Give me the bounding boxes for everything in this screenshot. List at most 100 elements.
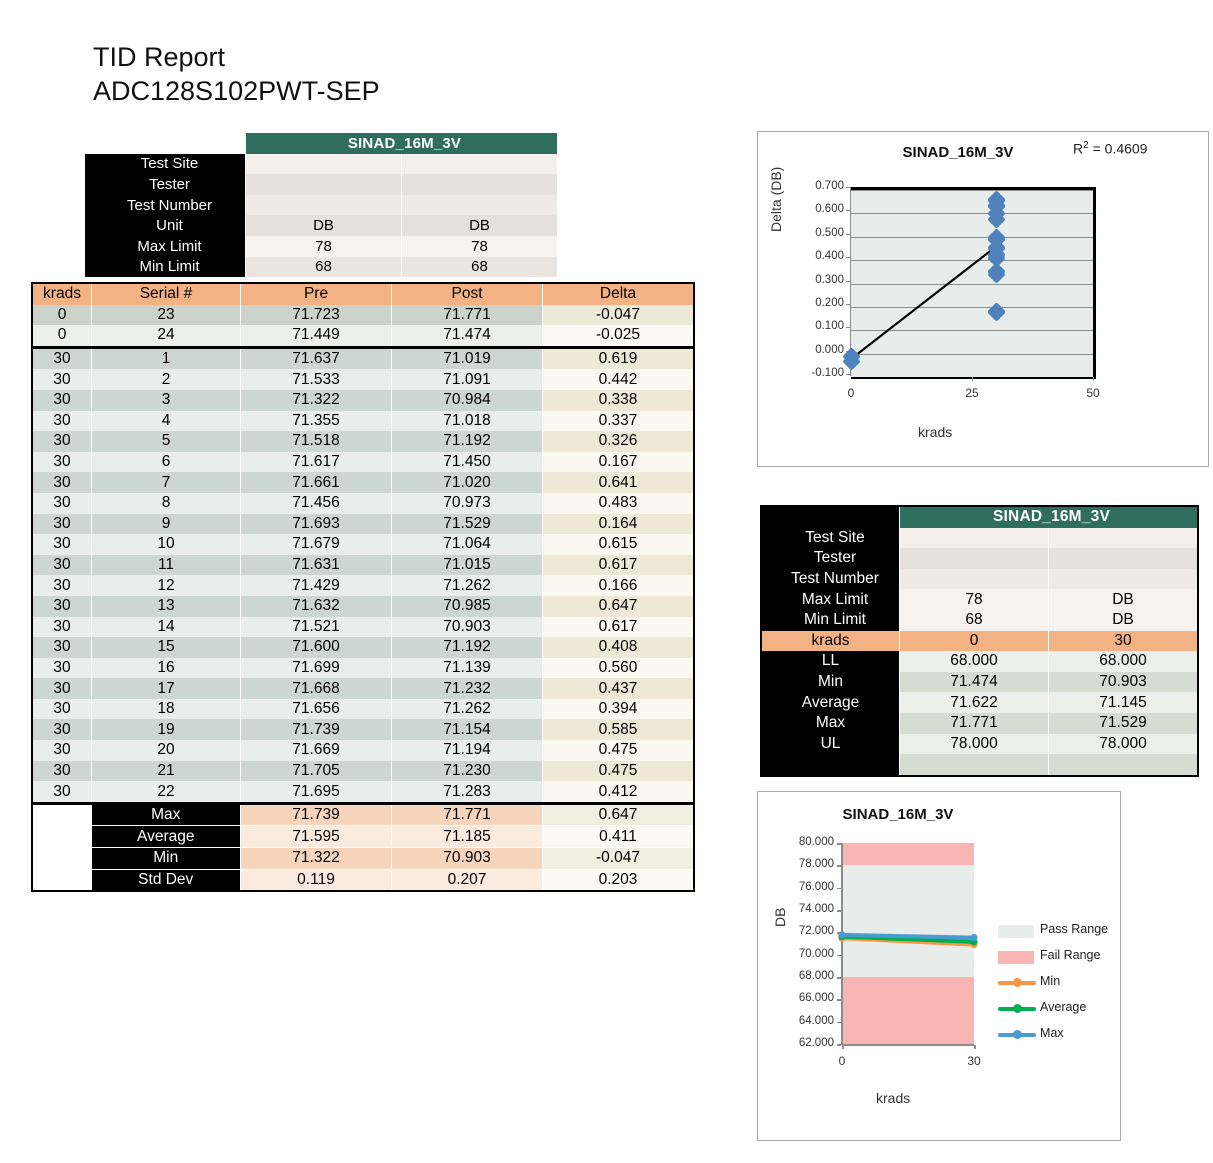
summary-label: Average [91, 825, 241, 848]
cell-serial: 17 [91, 678, 241, 699]
meta-value [245, 153, 402, 175]
title-line-2: ADC128S102PWT-SEP [93, 76, 380, 106]
range-y-axis-line [841, 843, 843, 1045]
cell-serial: 23 [91, 304, 241, 326]
stat-label [761, 754, 900, 776]
stat-value-0krads: 71.474 [899, 671, 1049, 693]
summary-pre: 0.119 [240, 868, 392, 892]
cell-serial: 19 [91, 719, 241, 741]
cell-post: 71.019 [391, 345, 543, 370]
summary-value [899, 527, 1049, 549]
scatter-x-axis-title: krads [918, 424, 953, 440]
cell-serial: 1 [91, 345, 241, 370]
cell-post: 71.232 [391, 678, 543, 699]
stat-label: Max [761, 712, 900, 734]
y-tick-label: 64.000 [798, 1014, 834, 1027]
cell-pre: 71.456 [240, 492, 392, 514]
summary-post: 0.207 [391, 868, 543, 892]
cell-serial: 8 [91, 492, 241, 514]
meta-value [401, 153, 558, 175]
cell-krads: 30 [31, 534, 92, 555]
stat-value-0krads [899, 754, 1049, 776]
legend-marker-icon [1013, 1004, 1022, 1013]
cell-post: 70.903 [391, 616, 543, 638]
stat-value-0krads: 71.771 [899, 712, 1049, 734]
y-tick-mark [837, 977, 841, 979]
cell-delta: 0.641 [542, 472, 695, 493]
cell-delta: 0.585 [542, 719, 695, 741]
cell-delta: 0.475 [542, 740, 695, 761]
summary-pre: 71.595 [240, 825, 392, 848]
table-row: 0 23 71.723 71.771 -0.047 [31, 304, 695, 326]
summary-value [1048, 527, 1199, 549]
stat-label: LL [761, 651, 900, 672]
summary-stats-table: SINAD_16M_3V Test Site Tester Test Numbe… [760, 505, 1199, 777]
meta-value: 68 [401, 256, 558, 278]
cell-pre: 71.668 [240, 678, 392, 699]
summary-label: Tester [761, 548, 900, 569]
cell-delta: -0.025 [542, 325, 695, 349]
table-row: 0 24 71.449 71.474 -0.025 [31, 325, 695, 349]
meta-value: DB [245, 215, 402, 236]
y-tick-label: 0.500 [815, 226, 844, 239]
table-row: 30 22 71.695 71.283 0.412 [31, 781, 695, 805]
table-row: 30 14 71.521 70.903 0.617 [31, 616, 695, 638]
table-row: 30 18 71.656 71.262 0.394 [31, 698, 695, 720]
cell-serial: 9 [91, 513, 241, 535]
cell-serial: 5 [91, 431, 241, 452]
table-row: 30 2 71.533 71.091 0.442 [31, 369, 695, 390]
stat-value-0krads: 78.000 [899, 733, 1049, 755]
y-tick-label: 62.000 [798, 1037, 834, 1049]
main-table-header-row: krads Serial # Pre Post Delta [31, 283, 695, 305]
cell-post: 70.985 [391, 595, 543, 617]
summary-stat-row-empty [761, 754, 1199, 776]
cell-serial: 10 [91, 534, 241, 555]
cell-serial: 20 [91, 740, 241, 761]
summary-stat-row: Average 71.622 71.145 [761, 692, 1199, 713]
page-title: TID Report ADC128S102PWT-SEP [93, 40, 693, 108]
cell-delta: 0.619 [542, 345, 695, 370]
x-tick-label: 25 [965, 386, 979, 400]
cell-pre: 71.693 [240, 513, 392, 535]
range-x-axis-line [842, 1044, 974, 1046]
y-tick-label: 74.000 [798, 903, 834, 915]
cell-krads: 0 [31, 304, 92, 326]
gridline [851, 306, 1093, 308]
gridline [851, 190, 1093, 191]
cell-pre: 71.679 [240, 534, 392, 555]
cell-pre: 71.632 [240, 595, 392, 617]
summary-krads-header-row: krads 0 30 [760, 630, 1199, 652]
summary-row: Max 71.739 71.771 0.647 [32, 802, 695, 826]
cell-serial: 12 [91, 575, 241, 596]
summary-post: 71.185 [391, 825, 543, 848]
cell-delta: 0.647 [542, 595, 695, 617]
y-tick-mark [837, 954, 841, 957]
table-row: 30 13 71.632 70.985 0.647 [31, 595, 695, 617]
meta-label: Test Site [85, 153, 246, 175]
legend-item: Fail Range [998, 946, 1108, 972]
x-tick-label: 0 [847, 386, 855, 400]
gridline [851, 213, 1093, 215]
y-tick-label: 0.100 [815, 320, 844, 333]
main-data-table: krads Serial # Pre Post Delta 0 23 71.723 71.771… [31, 282, 695, 893]
x-tick-mark [974, 1045, 976, 1049]
cell-krads: 30 [31, 637, 92, 658]
cell-pre: 71.322 [240, 389, 392, 411]
meta-row-min-limit: Min Limit 68 68 [85, 256, 558, 278]
cell-delta: 0.166 [542, 575, 695, 596]
legend-label: Average [1040, 1000, 1087, 1014]
cell-krads: 30 [31, 451, 92, 473]
cell-krads: 30 [31, 345, 92, 370]
table-row: 30 19 71.739 71.154 0.585 [31, 719, 695, 741]
legend-marker-icon [1013, 978, 1022, 987]
x-tick-label: 50 [1086, 386, 1100, 400]
range-chart: SINAD_16M_3V DB krads 62.000 64.000 66.000… [757, 791, 1121, 1141]
cell-delta: 0.617 [542, 616, 695, 638]
cell-post: 71.015 [391, 554, 543, 576]
table-row: 30 10 71.679 71.064 0.615 [31, 534, 695, 555]
x-tick-label: 0 [838, 1054, 846, 1068]
cell-delta: 0.483 [542, 492, 695, 514]
cell-pre: 71.699 [240, 657, 392, 679]
cell-delta: 0.164 [542, 513, 695, 535]
range-chart-legend: Pass Range Fail Range Min Average Max [998, 920, 1108, 1050]
